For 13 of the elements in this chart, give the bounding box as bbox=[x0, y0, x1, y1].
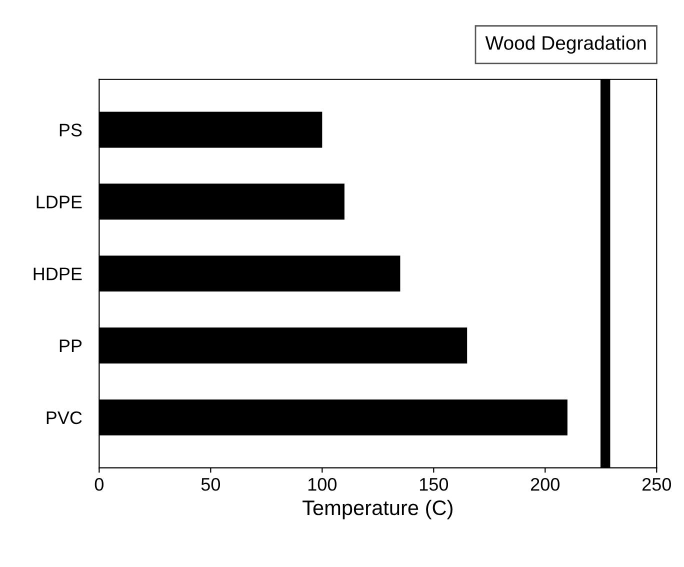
y-tick-label: HDPE bbox=[34, 268, 82, 280]
x-tick-label: 150 bbox=[420, 478, 448, 491]
y-tick-label: PP bbox=[60, 340, 82, 352]
y-tick-label: PS bbox=[60, 124, 82, 136]
x-tick-label: 200 bbox=[530, 478, 560, 491]
x-tick-label: 0 bbox=[94, 478, 104, 491]
x-tick-label: 100 bbox=[308, 478, 337, 491]
x-axis-title: Temperature (C) bbox=[302, 500, 452, 520]
y-tick-label: PVC bbox=[46, 411, 82, 424]
y-tick-label: LDPE bbox=[36, 196, 82, 208]
x-tick-label: 50 bbox=[201, 478, 220, 491]
ref-line-label: Wood Degradation bbox=[485, 36, 646, 54]
x-tick-label: 250 bbox=[642, 478, 671, 491]
